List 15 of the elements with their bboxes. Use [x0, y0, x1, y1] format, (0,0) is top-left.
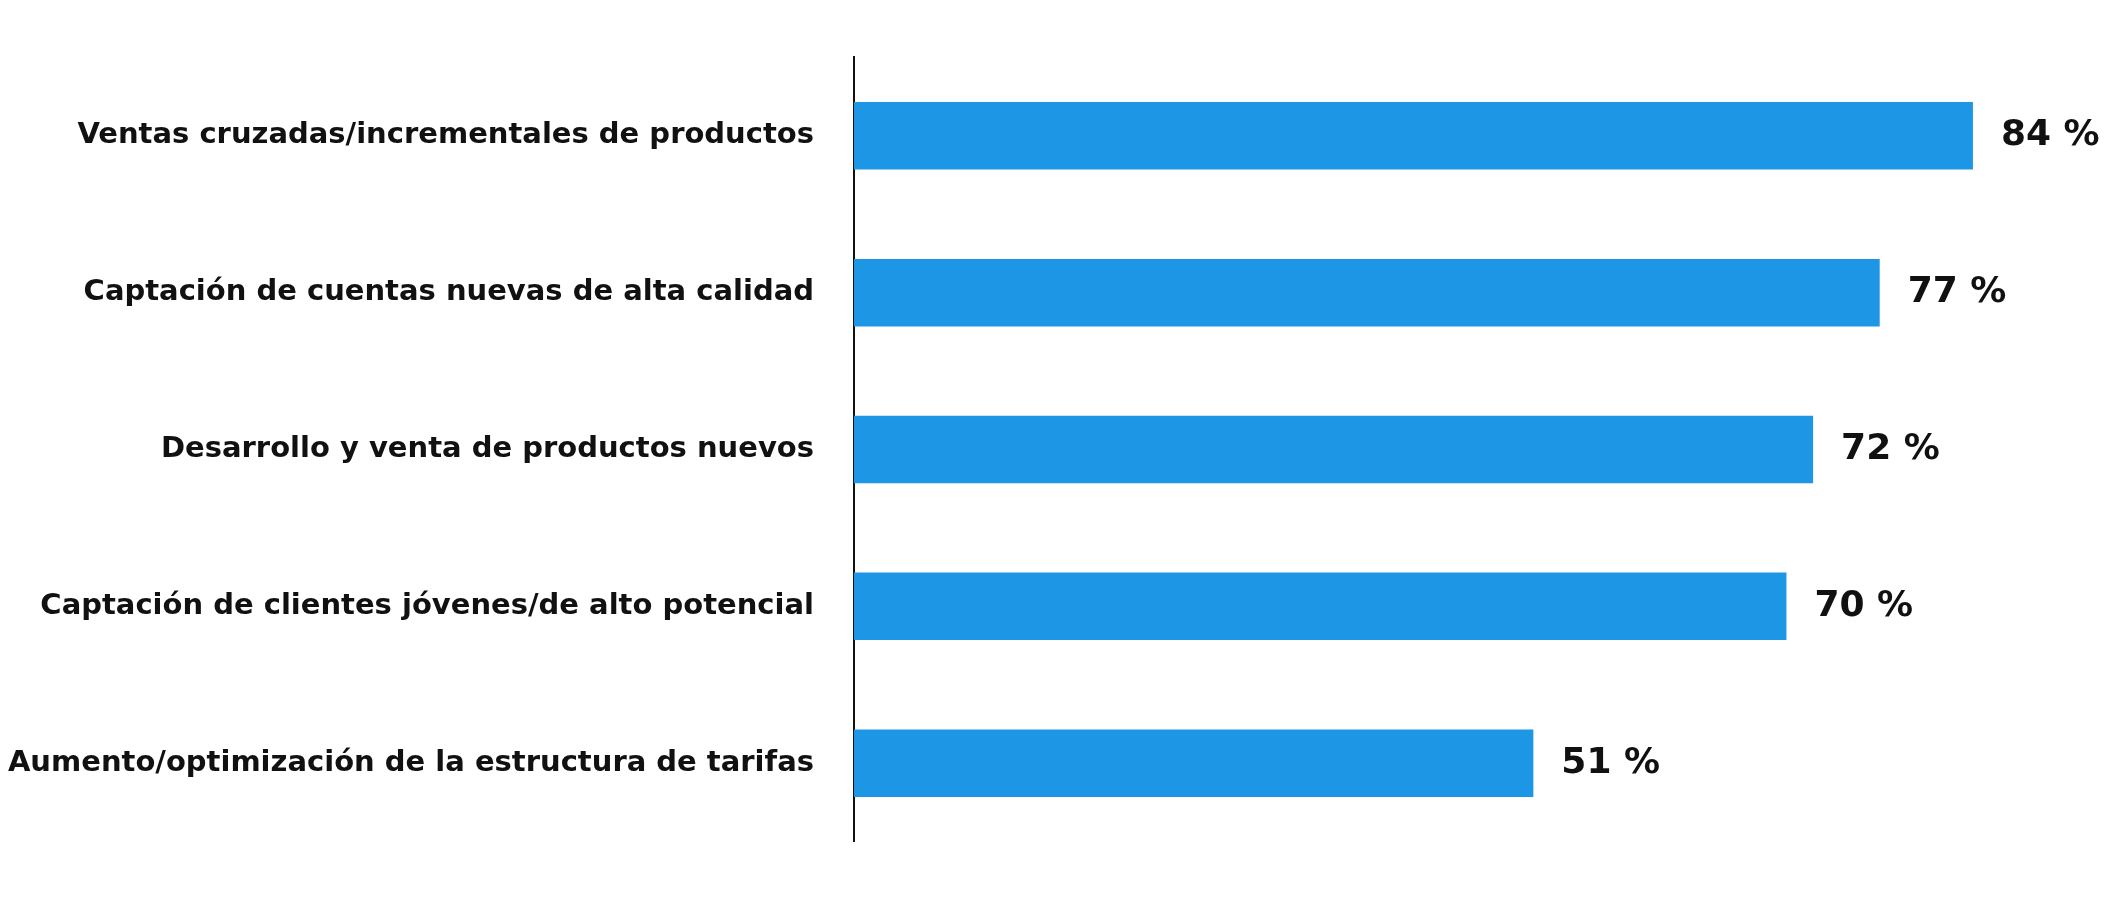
bar: [854, 102, 1973, 170]
data-label: 70 %: [1814, 582, 1914, 624]
y-tick-label: Ventas cruzadas/incrementales de productos: [77, 116, 814, 151]
bar: [854, 258, 1880, 327]
bar: [854, 572, 1787, 641]
data-label: 51 %: [1561, 739, 1661, 781]
y-tick-label: Captación de cuentas nuevas de alta calidad: [83, 273, 814, 308]
y-tick-label: Captación de clientes jóvenes/de alto potencial: [40, 586, 814, 621]
y-tick-label: Aumento/optimización de la estructura de tarifas: [7, 743, 814, 778]
bar: [854, 729, 1534, 797]
bar: [854, 415, 1814, 484]
data-label: 77 %: [1907, 269, 2007, 311]
data-label: 84 %: [2000, 112, 2100, 154]
y-tick-label: Desarrollo y venta de productos nuevos: [160, 430, 814, 465]
data-label: 72 %: [1841, 425, 1940, 467]
